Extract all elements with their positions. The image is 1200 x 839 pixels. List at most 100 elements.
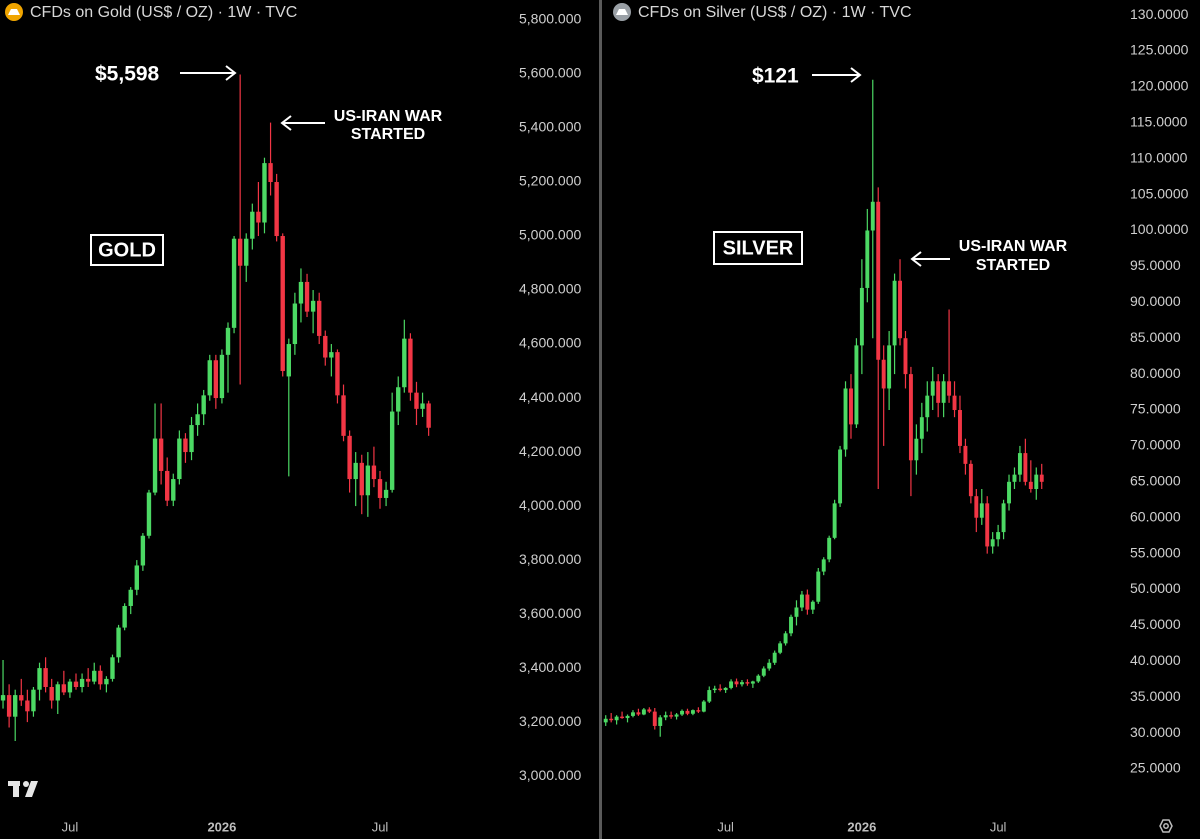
candle-body [207, 360, 212, 396]
candle-body [98, 670, 103, 685]
y-tick-label: 130.0000 [1130, 6, 1189, 22]
candle-body [213, 360, 219, 399]
candle-body [903, 338, 908, 375]
candle-body [341, 395, 346, 436]
candle-body [146, 492, 152, 536]
candle-body [1001, 503, 1006, 533]
chart-title: CFDs on Silver (US$ / OZ) · 1W · TVC [638, 4, 912, 21]
candle-body [658, 717, 663, 726]
candle-body [19, 695, 24, 701]
peak-annotation: $5,598 [95, 63, 160, 86]
candle-body [152, 438, 158, 493]
candle-body [799, 594, 804, 608]
candle-body [1039, 474, 1044, 482]
candle-body [968, 463, 973, 497]
y-tick-label: 65.0000 [1130, 473, 1181, 489]
candle-body [723, 687, 728, 691]
candle-body [158, 438, 164, 471]
candle-body [335, 352, 340, 396]
candle-body [250, 211, 255, 239]
settings-icon[interactable] [1159, 819, 1173, 833]
y-tick-label: 95.0000 [1130, 257, 1181, 273]
candle-body [310, 300, 316, 312]
candle-body [647, 709, 652, 712]
candle-body [614, 716, 619, 721]
candle-body [1028, 481, 1033, 489]
candle-body [104, 678, 109, 685]
candle-body [892, 280, 897, 346]
candle-body [914, 438, 919, 461]
candle-body [685, 710, 690, 714]
y-tick-label: 40.0000 [1130, 652, 1181, 668]
candle-body [128, 589, 133, 606]
candle-body [974, 496, 979, 518]
candle-body [958, 410, 962, 446]
candle-body [636, 712, 641, 715]
candle-body [832, 503, 837, 538]
y-tick-label: 45.0000 [1130, 616, 1181, 632]
candle-body [317, 300, 322, 336]
candle-body [680, 710, 684, 715]
y-tick-label: 4,600.000 [519, 335, 581, 351]
candle-body [789, 616, 793, 634]
candle-body [941, 381, 946, 403]
chart-title: CFDs on Gold (US$ / OZ) · 1W · TVC [30, 4, 297, 21]
candle-body [620, 716, 625, 719]
candle-body [652, 711, 657, 726]
peak-annotation: $121 [752, 65, 799, 88]
y-tick-label: 35.0000 [1130, 688, 1181, 704]
candle-body [219, 354, 225, 399]
candle-body [696, 710, 701, 712]
candle-body [122, 605, 127, 628]
candle-body [286, 344, 291, 377]
candle-body [865, 230, 870, 288]
candle-body [79, 678, 85, 687]
candle-body [919, 417, 924, 439]
candle-body [876, 201, 881, 360]
candle-body [237, 238, 243, 266]
candle-body [396, 387, 401, 412]
candle-body [641, 709, 646, 715]
candle-body [898, 280, 902, 339]
candle-body [609, 718, 614, 721]
y-tick-label: 3,400.000 [519, 659, 581, 675]
candle-body [0, 695, 6, 701]
candle-body [1034, 474, 1039, 489]
candle-body [936, 381, 941, 403]
candle-body [414, 392, 419, 409]
candle-body [177, 438, 182, 480]
y-tick-label: 3,200.000 [519, 713, 581, 729]
y-tick-label: 5,800.000 [519, 11, 581, 27]
candle-body [712, 688, 717, 691]
candle-body [402, 338, 407, 388]
candle-body [189, 425, 194, 453]
candle-body [761, 668, 766, 676]
candle-body [225, 327, 231, 355]
x-tick-label: Jul [717, 819, 734, 834]
candle-body [718, 688, 723, 691]
candle-body [810, 601, 815, 610]
candle-body [371, 465, 377, 480]
y-tick-label: 5,600.000 [519, 65, 581, 81]
asset-label: SILVER [723, 237, 794, 259]
candle-body [663, 715, 668, 718]
candle-body [274, 182, 279, 237]
candle-body [85, 678, 91, 682]
candle-body [1017, 453, 1022, 475]
candle-body [110, 657, 115, 679]
peak-arrow-head [850, 67, 862, 83]
y-tick-label: 120.0000 [1130, 78, 1189, 94]
candle-body [849, 388, 853, 425]
candle-body [979, 503, 984, 518]
candle-body [256, 211, 261, 223]
candle-body [745, 682, 750, 684]
y-tick-label: 4,400.000 [519, 389, 581, 405]
candle-body [426, 403, 431, 428]
candle-body [231, 238, 237, 328]
candle-body [304, 281, 310, 312]
candle-body [420, 403, 425, 409]
candle-body [740, 682, 744, 685]
candle-body [280, 236, 285, 372]
